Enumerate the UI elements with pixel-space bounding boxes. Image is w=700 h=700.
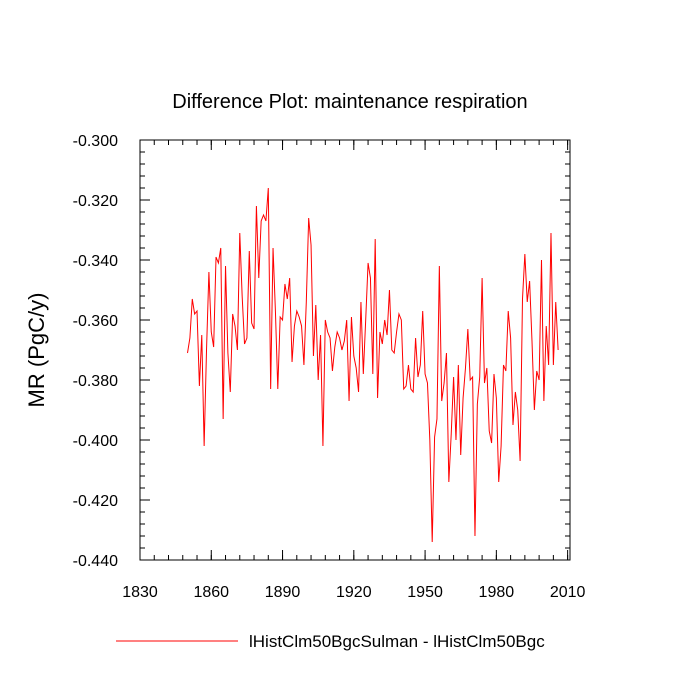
x-tick-label: 1950 <box>407 584 443 601</box>
minor-ticks <box>139 139 570 561</box>
series-layer <box>187 187 559 543</box>
y-tick-label: -0.420 <box>73 493 118 510</box>
y-tick-label: -0.360 <box>73 313 118 330</box>
chart-title: Difference Plot: maintenance respiration <box>172 91 527 113</box>
tick-labels: 1830 1860 1890 1920 1950 1980 2010 -0.300 -0.320… <box>73 133 586 601</box>
major-ticks <box>139 139 570 561</box>
series-line <box>187 187 559 543</box>
y-axis-label: MR (PgC/y) <box>24 293 49 408</box>
x-tick-label: 1860 <box>193 584 229 601</box>
y-tick-label: -0.340 <box>73 253 118 270</box>
y-tick-label: -0.440 <box>73 553 118 570</box>
y-tick-label: -0.400 <box>73 433 118 450</box>
x-tick-label: 1920 <box>336 584 372 601</box>
y-tick-label: -0.300 <box>73 133 118 150</box>
y-tick-label: -0.320 <box>73 193 118 210</box>
legend-label: lHistClm50BgcSulman - lHistClm50Bgc <box>249 632 545 651</box>
x-tick-label: 2010 <box>550 584 586 601</box>
y-tick-label: -0.380 <box>73 373 118 390</box>
x-tick-label: 1830 <box>122 584 158 601</box>
x-tick-label: 1890 <box>265 584 301 601</box>
legend: lHistClm50BgcSulman - lHistClm50Bgc <box>116 632 545 651</box>
plot-frame <box>139 139 571 561</box>
x-tick-label: 1980 <box>479 584 515 601</box>
